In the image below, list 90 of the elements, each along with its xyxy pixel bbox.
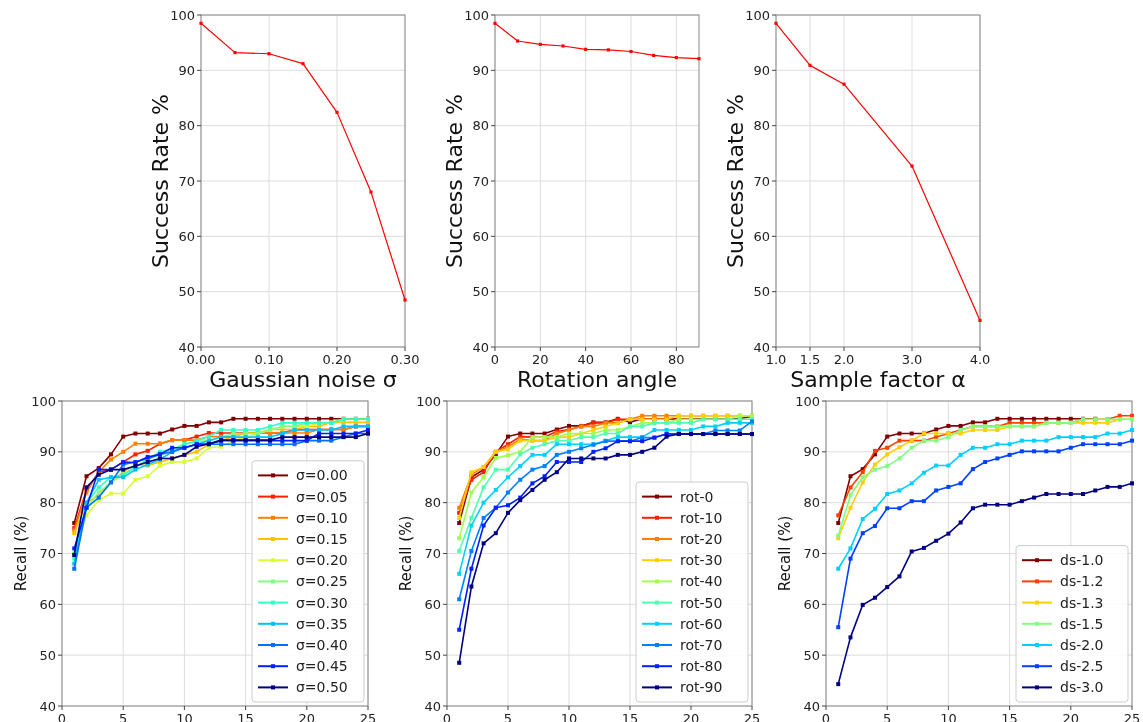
y-tick-label: 80 bbox=[178, 118, 195, 134]
legend-label: rot-20 bbox=[680, 531, 723, 547]
legend-label: σ=0.20 bbox=[296, 552, 348, 569]
x-tick-label: 60 bbox=[622, 352, 640, 367]
y-tick-label: 40 bbox=[472, 339, 489, 355]
y-tick-label: 40 bbox=[753, 339, 770, 355]
x-tick-label: 0.10 bbox=[254, 352, 284, 367]
y-tick-label: 70 bbox=[753, 173, 770, 189]
x-tick-label: 0.00 bbox=[186, 352, 216, 367]
y-tick-label: 70 bbox=[472, 173, 489, 189]
x-axis-title: Sample factor α bbox=[790, 367, 966, 392]
y-tick-label: 60 bbox=[39, 596, 56, 612]
legend-label: rot-30 bbox=[680, 552, 723, 569]
y-tick-label: 70 bbox=[39, 546, 56, 561]
y-axis-title: Success Rate % bbox=[148, 94, 173, 268]
legend-label: ds-3.0 bbox=[1060, 679, 1104, 696]
y-tick-label: 80 bbox=[472, 118, 489, 134]
legend-label: rot-40 bbox=[680, 573, 723, 590]
y-tick-label: 80 bbox=[803, 495, 820, 511]
legend-label: σ=0.50 bbox=[296, 679, 348, 696]
y-tick-label: 80 bbox=[424, 495, 441, 511]
y-tick-label: 50 bbox=[472, 284, 489, 300]
x-tick-label: 0 bbox=[490, 352, 500, 367]
y-tick-label: 50 bbox=[753, 284, 770, 300]
x-axis-title: Rotation angle bbox=[516, 367, 678, 392]
legend-label: σ=0.35 bbox=[296, 615, 348, 632]
legend-label: rot-50 bbox=[680, 594, 723, 611]
y-axis-title: Recall (%) bbox=[397, 515, 415, 592]
y-tick-label: 50 bbox=[178, 284, 195, 300]
legend-label: σ=0.30 bbox=[296, 594, 348, 611]
x-tick-label: 20 bbox=[532, 352, 549, 367]
x-tick-label: 1.5 bbox=[799, 352, 821, 367]
legend-label: ds-2.5 bbox=[1060, 658, 1104, 675]
legend-label: σ=0.45 bbox=[296, 658, 348, 675]
x-tick-label: 2.0 bbox=[833, 352, 855, 367]
legend-label: σ=0.15 bbox=[296, 531, 348, 547]
y-tick-label: 100 bbox=[170, 7, 195, 23]
y-axis-title: Success Rate % bbox=[442, 94, 467, 268]
legend-label: σ=0.40 bbox=[296, 637, 348, 653]
legend-label: σ=0.25 bbox=[296, 573, 348, 590]
legend-label: σ=0.10 bbox=[296, 509, 348, 526]
legend-label: rot-0 bbox=[680, 488, 714, 505]
y-tick-label: 100 bbox=[416, 393, 441, 409]
y-axis-title: Recall (%) bbox=[12, 515, 30, 592]
y-tick-label: 60 bbox=[424, 596, 441, 612]
y-tick-label: 50 bbox=[424, 647, 441, 663]
y-tick-label: 60 bbox=[803, 596, 820, 612]
y-tick-label: 100 bbox=[795, 393, 820, 409]
y-tick-label: 60 bbox=[178, 228, 195, 244]
legend-label: ds-1.3 bbox=[1060, 594, 1104, 611]
y-tick-label: 100 bbox=[31, 393, 56, 409]
legend-label: rot-80 bbox=[680, 658, 723, 675]
y-tick-label: 100 bbox=[464, 7, 489, 23]
y-tick-label: 100 bbox=[745, 7, 770, 23]
y-tick-label: 80 bbox=[39, 495, 56, 511]
x-tick-label: 0.30 bbox=[390, 352, 420, 367]
y-tick-label: 60 bbox=[472, 228, 489, 244]
y-tick-label: 70 bbox=[803, 546, 820, 561]
x-tick-label: 0.20 bbox=[322, 352, 352, 367]
y-tick-label: 90 bbox=[178, 62, 195, 78]
legend-label: rot-90 bbox=[680, 679, 723, 696]
x-tick-label: 40 bbox=[577, 352, 594, 367]
y-tick-label: 40 bbox=[178, 339, 195, 355]
legend-label: rot-10 bbox=[680, 509, 723, 526]
y-tick-label: 90 bbox=[424, 444, 441, 460]
legend-label: σ=0.05 bbox=[296, 488, 348, 505]
y-tick-label: 90 bbox=[472, 62, 489, 78]
legend-label: ds-1.0 bbox=[1060, 552, 1104, 569]
legend-label: ds-1.2 bbox=[1060, 573, 1104, 590]
x-tick-label: 80 bbox=[668, 352, 685, 367]
y-tick-label: 90 bbox=[803, 444, 820, 460]
y-tick-label: 90 bbox=[753, 62, 770, 78]
x-tick-label: 3.0 bbox=[901, 352, 923, 367]
y-tick-label: 90 bbox=[39, 444, 56, 460]
y-tick-label: 50 bbox=[39, 647, 56, 663]
y-tick-label: 60 bbox=[753, 228, 770, 244]
x-tick-label: 1.0 bbox=[765, 352, 787, 367]
y-tick-label: 70 bbox=[178, 173, 195, 189]
x-tick-label: 4.0 bbox=[969, 352, 991, 367]
y-tick-label: 50 bbox=[803, 647, 820, 663]
y-tick-label: 80 bbox=[753, 118, 770, 134]
legend-label: rot-70 bbox=[680, 637, 723, 653]
y-axis-title: Success Rate % bbox=[723, 94, 748, 268]
legend-label: ds-1.5 bbox=[1060, 615, 1104, 632]
legend-label: rot-60 bbox=[680, 615, 723, 632]
x-axis-title: Gaussian noise σ bbox=[209, 367, 397, 392]
y-tick-label: 70 bbox=[424, 546, 441, 561]
legend-label: ds-2.0 bbox=[1060, 637, 1104, 653]
legend-label: σ=0.00 bbox=[296, 467, 348, 484]
y-axis-title: Recall (%) bbox=[776, 515, 794, 592]
